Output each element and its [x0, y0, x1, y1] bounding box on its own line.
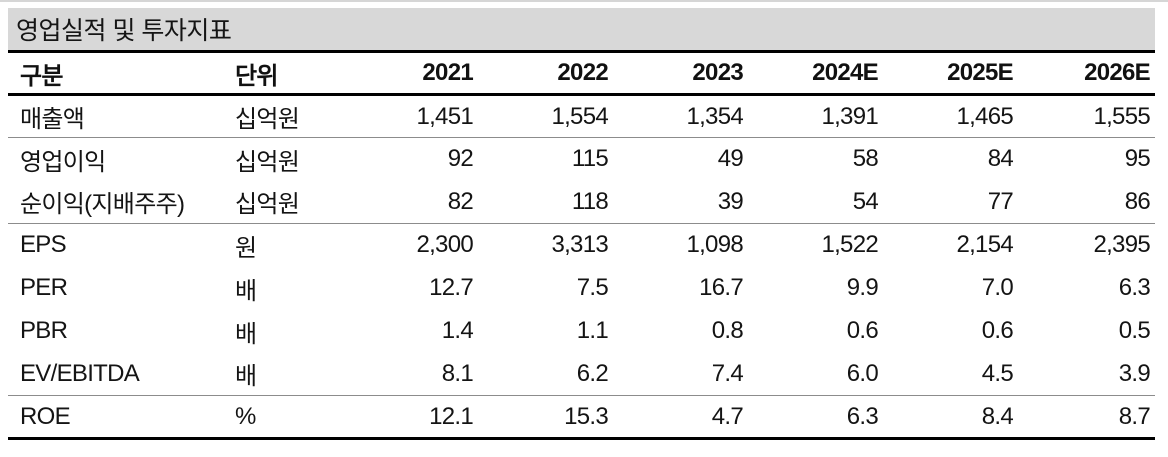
- col-header-2023: 2023: [613, 51, 748, 96]
- cell-value: 1,354: [613, 94, 748, 138]
- cell-value: 1.1: [576, 317, 609, 344]
- cell-value: 77: [883, 180, 1018, 224]
- cell-value: 6.0: [748, 352, 883, 396]
- row-label: PBR: [20, 317, 68, 344]
- row-label: EV/EBITDA: [8, 352, 228, 396]
- cell-value: 8.7: [1118, 402, 1151, 430]
- table-row-operating-profit: 영업이익 십억원 92 115 49 58 84 95: [8, 138, 1155, 181]
- table-row-per: PER 배 12.7 7.5 16.7 9.9 7.0 6.3: [8, 267, 1155, 310]
- cell-value: 1,098: [686, 231, 743, 259]
- row-label: ROE: [20, 402, 71, 430]
- cell-value: 92: [447, 145, 474, 173]
- cell-value: 3.9: [1018, 352, 1155, 396]
- row-label: 순이익(지배주주): [8, 180, 228, 224]
- cell-value: 1,522: [821, 231, 878, 259]
- header-row: 구분 단위 2021 2022 2023 2024E 2025E 2026E: [8, 51, 1155, 96]
- row-unit: 십억원: [228, 94, 343, 138]
- col-header-category: 구분: [8, 51, 228, 96]
- cell-value: 3,313: [551, 231, 608, 259]
- row-unit: 배: [235, 277, 257, 305]
- col-header-2025e: 2025E: [883, 51, 1018, 96]
- cell-value: 118: [478, 180, 613, 224]
- cell-value: 2,300: [416, 231, 473, 259]
- cell-value: 2,154: [956, 231, 1013, 259]
- cell-value: 82: [343, 180, 478, 224]
- cell-value: 12.7: [429, 274, 474, 301]
- cell-value: 12.1: [429, 402, 474, 430]
- row-unit: 원: [235, 234, 257, 262]
- table-row-revenue: 매출액 십억원 1,451 1,554 1,354 1,391 1,465 1,…: [8, 94, 1155, 138]
- cell-value: 0.6: [981, 317, 1014, 344]
- cell-value: 8.1: [343, 352, 478, 396]
- cell-value: 86: [1018, 180, 1155, 224]
- cell-value: 95: [1124, 145, 1151, 173]
- table-row-ev-ebitda: EV/EBITDA 배 8.1 6.2 7.4 6.0 4.5 3.9: [8, 352, 1155, 396]
- cell-value: 0.6: [846, 317, 879, 344]
- row-unit: 십억원: [235, 148, 300, 176]
- cell-value: 1.4: [441, 317, 474, 344]
- cell-value: 84: [987, 145, 1014, 173]
- top-edge-divider: [0, 0, 1168, 2]
- table-row-pbr: PBR 배 1.4 1.1 0.8 0.6 0.6 0.5: [8, 310, 1155, 353]
- table-row-roe: ROE % 12.1 15.3 4.7 6.3 8.4 8.7: [8, 396, 1155, 439]
- cell-value: 58: [852, 145, 879, 173]
- row-unit: 배: [228, 352, 343, 396]
- cell-value: 7.5: [576, 274, 609, 301]
- cell-value: 54: [748, 180, 883, 224]
- table-row-eps: EPS 원 2,300 3,313 1,098 1,522 2,154 2,39…: [8, 224, 1155, 267]
- cell-value: 9.9: [846, 274, 879, 301]
- financials-table: 구분 단위 2021 2022 2023 2024E 2025E 2026E 매…: [8, 50, 1155, 440]
- cell-value: 6.3: [1118, 274, 1151, 301]
- cell-value: 1,451: [343, 94, 478, 138]
- cell-value: 1,465: [883, 94, 1018, 138]
- col-header-2022: 2022: [478, 51, 613, 96]
- cell-value: 0.5: [1118, 317, 1151, 344]
- cell-value: 49: [717, 145, 744, 173]
- table-title-bar: 영업실적 및 투자지표: [8, 8, 1155, 50]
- cell-value: 0.8: [711, 317, 744, 344]
- cell-value: 115: [571, 145, 609, 173]
- row-unit: 배: [235, 320, 257, 348]
- cell-value: 6.2: [478, 352, 613, 396]
- cell-value: 6.3: [846, 402, 879, 430]
- cell-value: 15.3: [564, 402, 609, 430]
- cell-value: 4.7: [711, 402, 744, 430]
- col-header-unit: 단위: [228, 51, 343, 96]
- col-header-2021: 2021: [343, 51, 478, 96]
- row-label: 매출액: [8, 94, 228, 138]
- table-row-net-profit: 순이익(지배주주) 십억원 82 118 39 54 77 86: [8, 180, 1155, 224]
- cell-value: 7.4: [613, 352, 748, 396]
- row-label: EPS: [20, 231, 67, 259]
- cell-value: 1,555: [1018, 94, 1155, 138]
- cell-value: 16.7: [699, 274, 744, 301]
- cell-value: 39: [613, 180, 748, 224]
- cell-value: 4.5: [883, 352, 1018, 396]
- cell-value: 7.0: [981, 274, 1014, 301]
- col-header-2026e: 2026E: [1018, 51, 1155, 96]
- cell-value: 1,554: [478, 94, 613, 138]
- table-title: 영업실적 및 투자지표: [16, 17, 232, 45]
- row-unit: 십억원: [228, 180, 343, 224]
- cell-value: 1,391: [748, 94, 883, 138]
- row-unit: %: [235, 402, 256, 430]
- row-label: 영업이익: [20, 148, 106, 176]
- col-header-2024e: 2024E: [748, 51, 883, 96]
- cell-value: 8.4: [981, 402, 1014, 430]
- row-label: PER: [20, 274, 68, 301]
- cell-value: 2,395: [1093, 231, 1150, 259]
